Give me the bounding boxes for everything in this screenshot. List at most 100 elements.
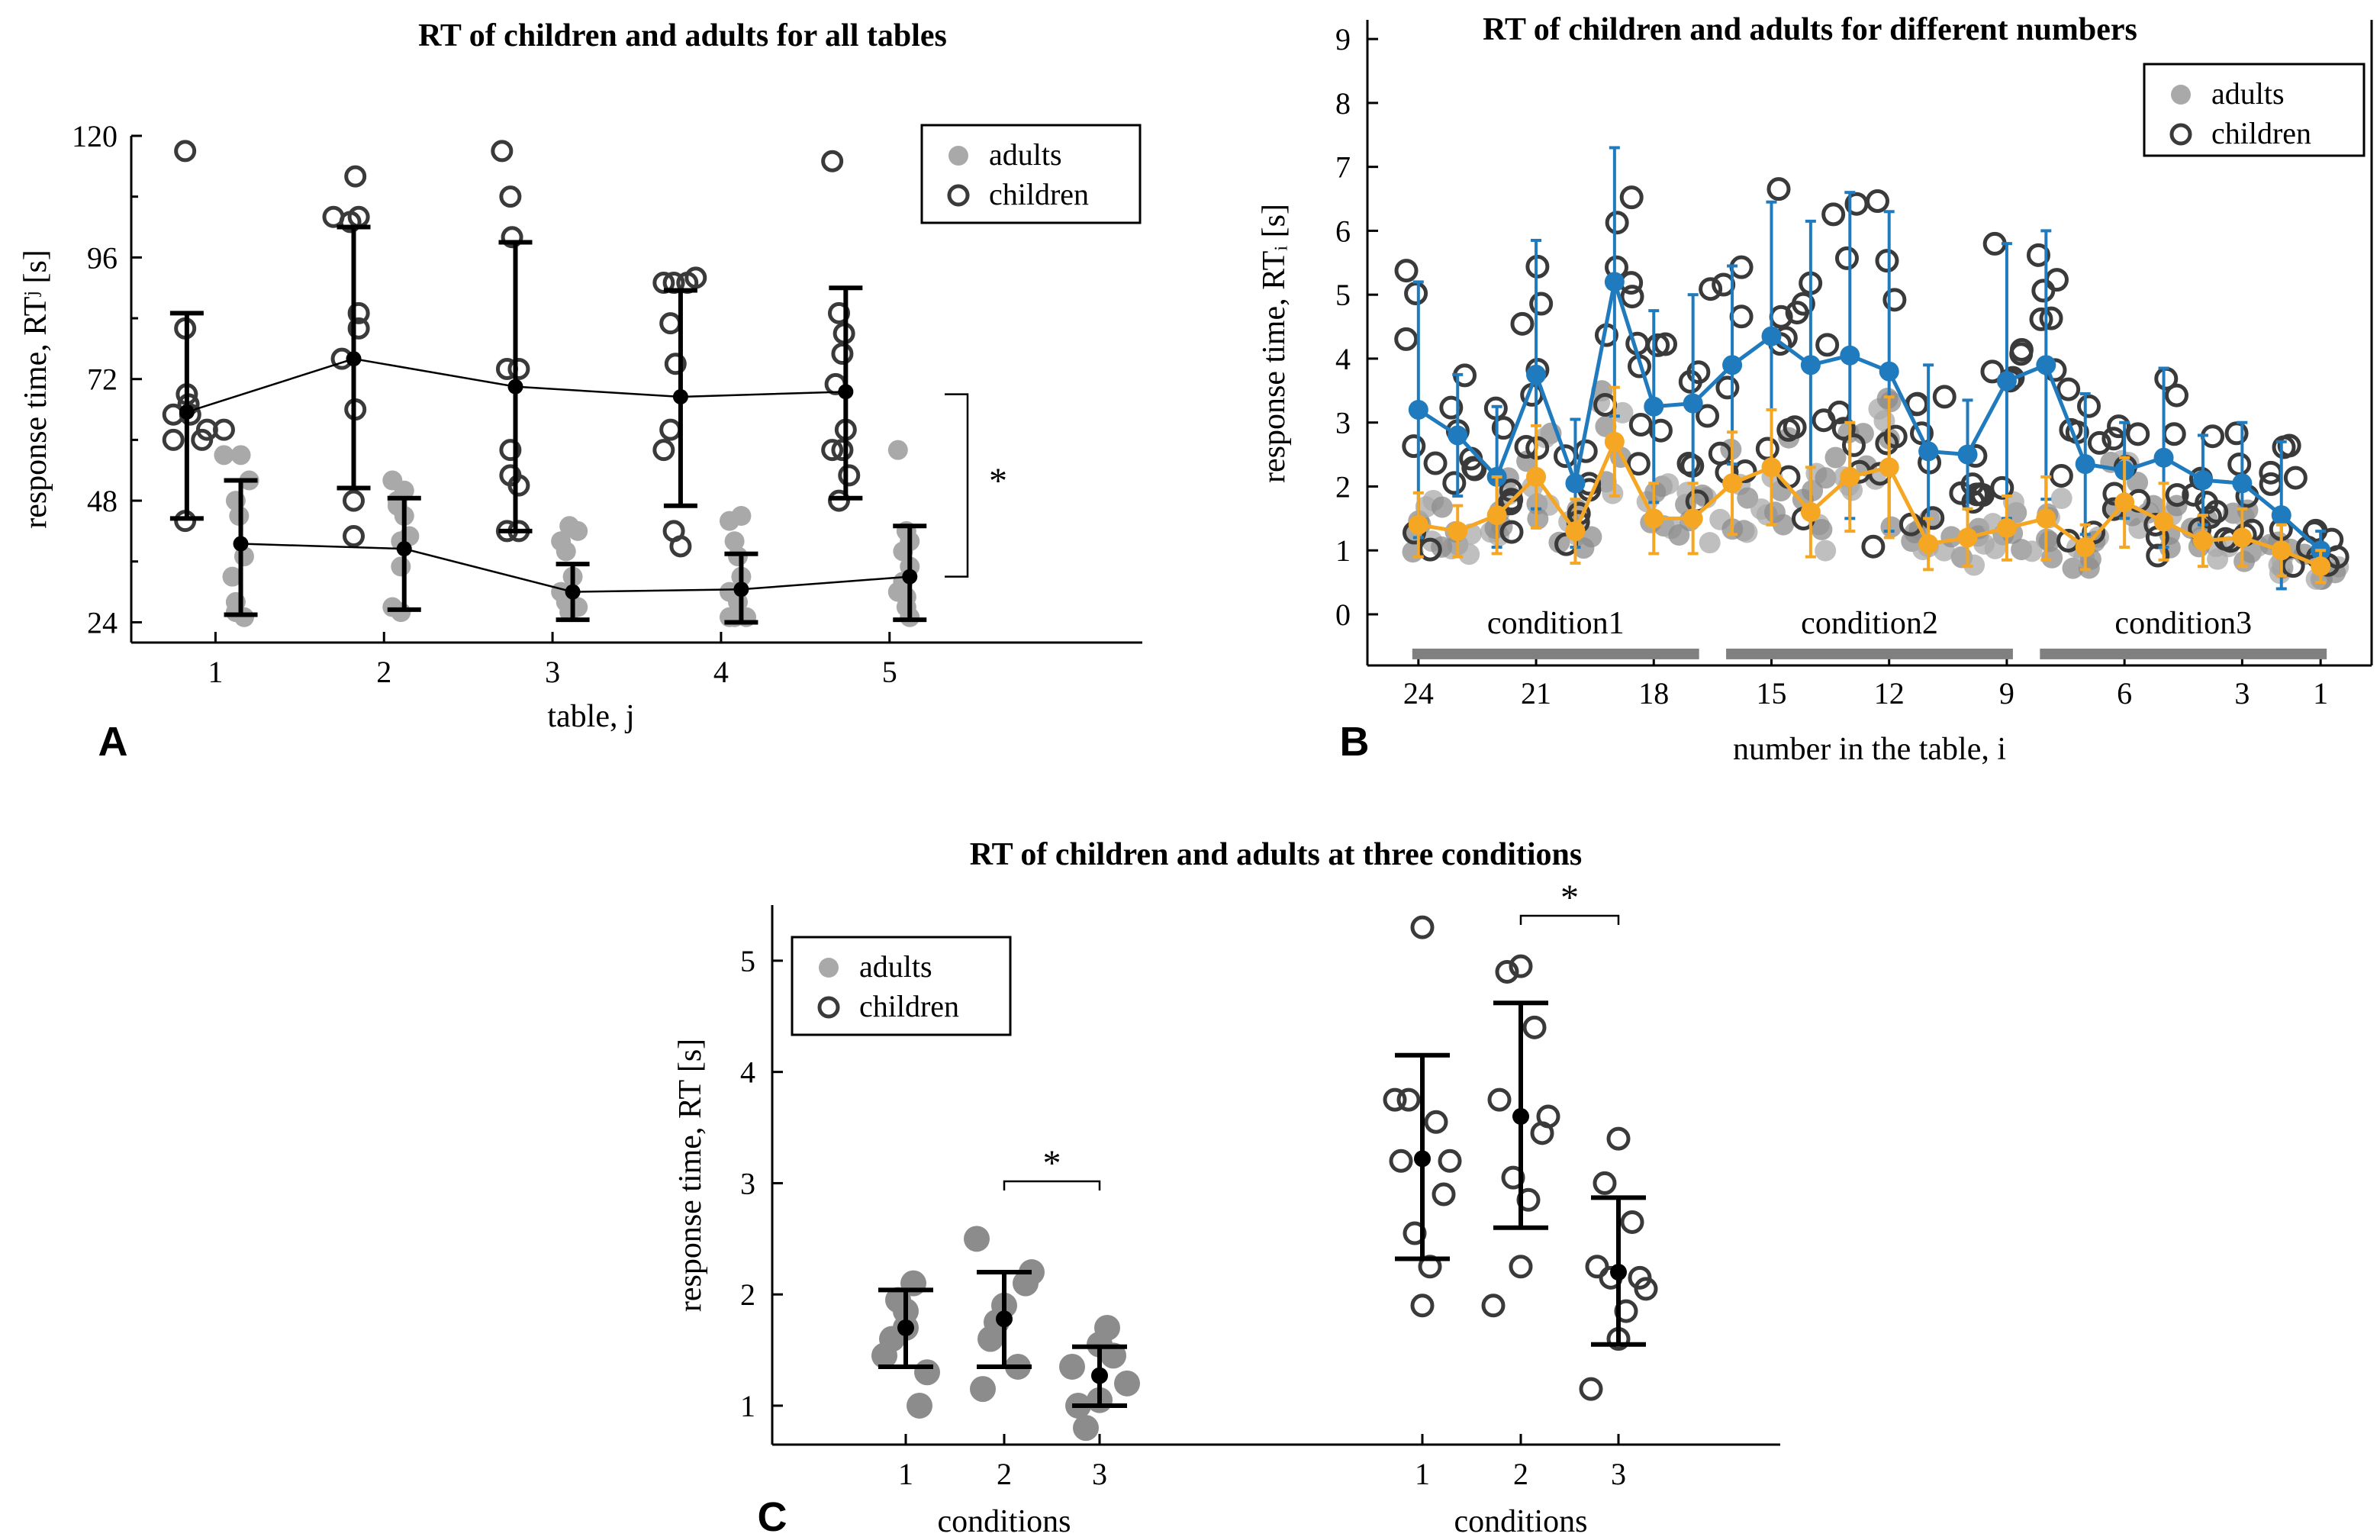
- panel-b-child-point: [1882, 288, 1907, 312]
- panel-a-x-label: table, j: [547, 699, 634, 734]
- panel-b-child-point: [1394, 327, 1419, 351]
- panel-b-y-tick-label: 6: [1335, 214, 1351, 248]
- panel-b-x-tick-label: 24: [1403, 676, 1434, 710]
- panel-c-adult-point: [907, 1392, 932, 1419]
- panel-b-child-point: [1676, 452, 1701, 476]
- panel-a-y-tick-label: 120: [72, 119, 118, 153]
- panel-c-child-point: [1438, 1149, 1462, 1173]
- panel-a-y-tick-label: 24: [87, 605, 118, 640]
- panel-b-adults-mean-point: [1879, 457, 1899, 478]
- panel-a-y-tick-label: 96: [87, 240, 118, 275]
- panel-b-child-point: [1831, 417, 1856, 441]
- panel-c-children-mean-point: [1512, 1107, 1529, 1125]
- panel-a-letter: A: [98, 719, 128, 765]
- panel-a-child-point: [499, 439, 522, 462]
- panel-b-child-point: [1619, 185, 1644, 210]
- panel-c-legend-box: [791, 936, 1012, 1036]
- panel-c-y-tick-label: 4: [740, 1055, 755, 1090]
- panel-a-x-tick-label: 4: [713, 655, 729, 689]
- panel-a-child-point: [831, 439, 854, 462]
- panel-b-adult-point: [1778, 427, 1800, 449]
- panel-b-child-point: [1755, 437, 1779, 461]
- panel-c-adult-point: [1013, 1270, 1039, 1297]
- panel-b-adult-point: [2038, 530, 2060, 553]
- panel-c-significance-bracket: [1003, 1180, 1101, 1190]
- panel-c-title: RT of children and adults at three condi…: [970, 837, 1583, 872]
- panel-b-child-point: [1729, 304, 1754, 329]
- panel-a-legend-adults-label: adults: [989, 137, 1062, 172]
- panel-b-child-point: [1699, 277, 1723, 301]
- panel-b-child-point: [1875, 249, 1899, 273]
- panel-b-children-mean-point: [1683, 393, 1703, 414]
- panel-b-child-point: [1875, 431, 1899, 456]
- panel-a-child-point: [347, 301, 370, 324]
- panel-c-child-point: [1522, 1015, 1547, 1039]
- panel-a-children-mean-point: [179, 404, 195, 420]
- panel-a-child-point: [507, 357, 530, 380]
- panel-b-condition-bar: [1726, 648, 2013, 659]
- panel-b-adult-point: [1535, 427, 1557, 449]
- panel-b-x-tick-label: 12: [1874, 676, 1905, 710]
- panel-b-child-point: [1686, 360, 1711, 385]
- panel-b-children-mean-point: [1996, 371, 2017, 391]
- panel-b-adults-mean-point: [2036, 508, 2056, 529]
- panel-b-adults-mean-point: [2271, 540, 2291, 561]
- panel-a-child-point: [684, 266, 707, 289]
- panel-a-child-point: [491, 140, 514, 163]
- panel-c-child-point: [1396, 1087, 1421, 1112]
- panel-b-adults-mean-point: [1957, 527, 1978, 548]
- panel-b-child-point: [1783, 415, 1807, 440]
- panel-a-adults-mean-point: [733, 582, 749, 598]
- panel-b-y-tick-label: 9: [1335, 22, 1351, 56]
- panel-c-adult-point: [964, 1226, 990, 1252]
- panel-b-child-point: [1510, 311, 1535, 336]
- panel-b-child-point: [2056, 377, 2081, 401]
- panel-c-legend-children-label: children: [859, 989, 959, 1023]
- panel-a-children-mean-point: [838, 384, 854, 400]
- panel-c-adult-point: [1073, 1415, 1099, 1442]
- panel-b-legend-children-label: children: [2211, 116, 2311, 150]
- panel-a-child-point: [659, 418, 682, 441]
- panel-b-adult-point: [1458, 543, 1480, 565]
- panel-a-child-point: [664, 353, 687, 375]
- panel-c-letter: C: [758, 1494, 787, 1540]
- panel-b-child-point: [2162, 422, 2186, 446]
- panel-b-child-point: [2087, 430, 2111, 455]
- panel-a-significance-star: *: [989, 461, 1007, 501]
- panel-b-title: RT of children and adults for different …: [1483, 12, 2137, 47]
- panel-c-y-tick-label: 2: [740, 1277, 755, 1312]
- panel-c-child-point: [1424, 1110, 1448, 1134]
- panel-a-child-point: [828, 301, 850, 324]
- panel-b-child-point: [1921, 506, 1945, 530]
- panel-a-y-tick-label: 48: [87, 484, 118, 518]
- panel-b-child-point: [1628, 412, 1653, 437]
- panel-c-children-mean-point: [1610, 1264, 1627, 1281]
- panel-b-x-label: number in the table, i: [1733, 732, 2006, 767]
- panel-c-y-tick-label: 1: [740, 1389, 755, 1423]
- panel-b-adults-mean-point: [1604, 431, 1625, 452]
- panel-b-children-mean-point: [1879, 361, 1899, 382]
- panel-b-child-point: [2107, 414, 2131, 439]
- panel-b-adults-mean-point: [1644, 508, 1664, 529]
- panel-b-child-point: [1626, 452, 1651, 476]
- panel-b-y-tick-label: 7: [1335, 150, 1351, 185]
- panel-b-adult-point: [1824, 446, 1847, 469]
- panel-b-child-point: [1712, 272, 1736, 297]
- panel-b: RT of children and adults for different …: [1257, 12, 2373, 767]
- panel-b-child-point: [1442, 471, 1467, 495]
- panel-b-adult-point: [1811, 518, 1833, 540]
- panel-b-x-tick-label: 15: [1756, 676, 1786, 710]
- panel-b-child-point: [2029, 307, 2053, 331]
- panel-b-adult-point: [1415, 496, 1437, 518]
- panel-c-x-tick-label: 2: [997, 1457, 1012, 1491]
- panel-b-adult-point: [1815, 467, 1837, 489]
- panel-b-x-tick-label: 1: [2313, 676, 2328, 710]
- panel-b-child-point: [1865, 189, 1889, 214]
- panel-b-y-label: response time, RTᵢ [s]: [1257, 204, 1292, 483]
- panel-c-adult-point: [1059, 1353, 1085, 1380]
- panel-b-child-point: [1821, 202, 1846, 227]
- panel-b-adult-point: [1431, 496, 1453, 518]
- panel-b-child-point: [2164, 383, 2188, 408]
- panel-b-letter: B: [1340, 719, 1370, 765]
